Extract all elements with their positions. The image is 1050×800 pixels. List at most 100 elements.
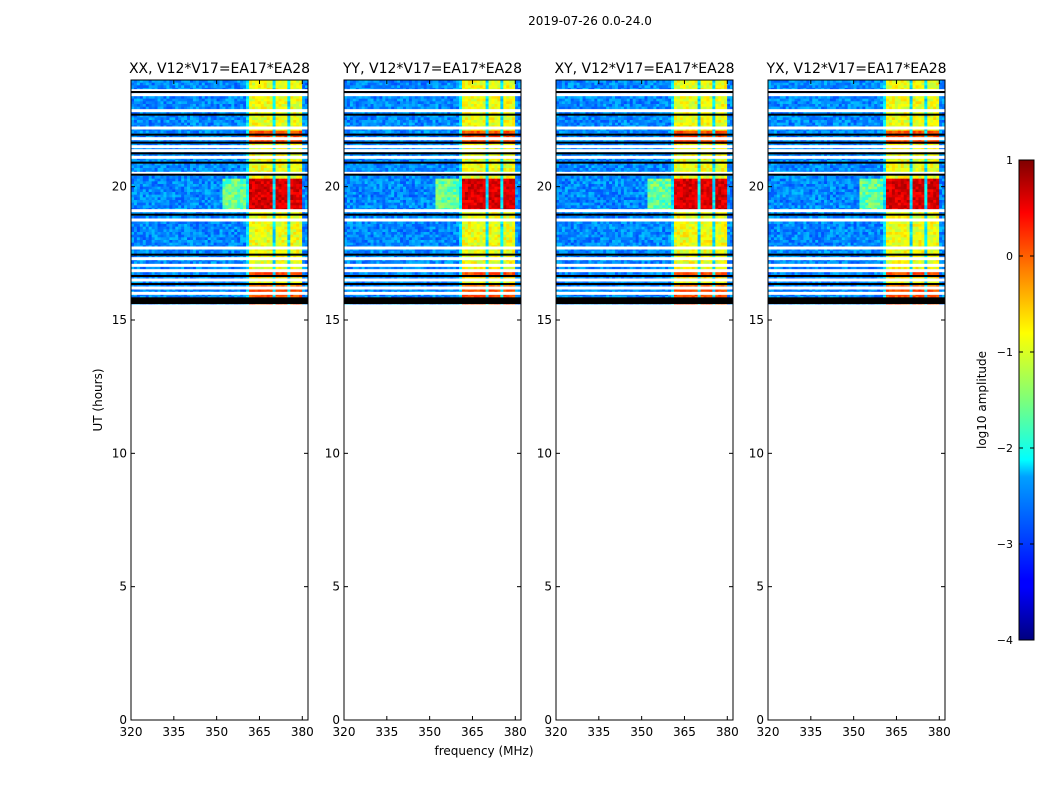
heatmap-cell [269, 138, 273, 142]
heatmap-cell [136, 176, 141, 180]
heatmap-cell [192, 122, 197, 126]
heatmap-cell [222, 250, 226, 254]
heatmap-cell [240, 261, 244, 265]
heatmap-cell [296, 165, 300, 169]
heatmap-cell [178, 205, 182, 209]
heatmap-cell [178, 104, 182, 108]
heatmap-cell [166, 242, 170, 246]
heatmap-cell [249, 112, 253, 116]
heatmap-cell [290, 82, 294, 86]
heatmap-cell [184, 101, 188, 105]
heatmap-cell [249, 157, 253, 161]
heatmap-cell [281, 186, 285, 190]
heatmap-cell [190, 261, 194, 265]
heatmap-cell [142, 205, 147, 209]
heatmap-cell [305, 85, 309, 89]
heatmap-cell [166, 112, 170, 116]
heatmap-cell [204, 261, 209, 265]
heatmap-cell [287, 210, 291, 214]
heatmap-cell [175, 197, 179, 201]
heatmap-cell [222, 162, 226, 166]
heatmap-cell [175, 229, 179, 233]
heatmap-cell [131, 114, 135, 118]
heatmap-cell [228, 165, 232, 169]
heatmap-cell [278, 240, 282, 244]
heatmap-cell [302, 112, 306, 116]
heatmap-cell [260, 202, 265, 206]
heatmap-cell [187, 181, 191, 185]
heatmap-cell [151, 224, 155, 228]
heatmap-cell [240, 280, 244, 284]
heatmap-cell [290, 114, 294, 118]
heatmap-cell [284, 288, 288, 292]
heatmap-cell [154, 106, 158, 110]
heatmap-cell [145, 80, 150, 84]
heatmap-cell [207, 168, 212, 172]
heatmap-cell [251, 197, 256, 201]
heatmap-cell [148, 226, 153, 230]
heatmap-cell [139, 96, 144, 100]
heatmap-cell [210, 237, 214, 241]
heatmap-cell [290, 232, 294, 236]
heatmap-cell [222, 186, 226, 190]
heatmap-cell [266, 157, 271, 161]
heatmap-cell [234, 288, 238, 292]
heatmap-cell [133, 240, 138, 244]
heatmap-cell [192, 232, 197, 236]
heatmap-cell [210, 226, 214, 230]
heatmap-cell [163, 162, 167, 166]
heatmap-cell [299, 112, 303, 116]
heatmap-cell [213, 189, 217, 193]
heatmap-cell [169, 168, 173, 172]
heatmap-cell [231, 160, 235, 164]
heatmap-cell [190, 266, 194, 270]
heatmap-cell [243, 258, 247, 262]
heatmap-cell [142, 168, 147, 172]
heatmap-cell [181, 181, 185, 185]
heatmap-cell [269, 157, 273, 161]
heatmap-cell [254, 194, 259, 198]
heatmap-cell [136, 202, 141, 206]
heatmap-cell [260, 82, 265, 86]
heatmap-cell [290, 186, 294, 190]
heatmap-cell [234, 266, 238, 270]
heatmap-cell [169, 229, 173, 233]
heatmap-cell [172, 272, 176, 276]
heatmap-cell [133, 162, 138, 166]
heatmap-cell [272, 178, 276, 182]
heatmap-cell [163, 128, 167, 132]
heatmap-cell [145, 266, 150, 270]
heatmap-cell [275, 266, 279, 270]
heatmap-cell [237, 117, 241, 121]
heatmap-cell [187, 237, 191, 241]
heatmap-cell [287, 85, 291, 89]
heatmap-cell [142, 240, 147, 244]
heatmap-cell [195, 210, 200, 214]
heatmap-cell [136, 210, 141, 214]
heatmap-cell [216, 122, 220, 126]
heatmap-cell [219, 101, 223, 105]
heatmap-cell [175, 130, 179, 134]
heatmap-cell [216, 240, 220, 244]
heatmap-cell [290, 176, 294, 180]
heatmap-cell [139, 224, 144, 228]
heatmap-cell [254, 248, 259, 252]
heatmap-cell [278, 80, 282, 84]
heatmap-cell [184, 229, 188, 233]
heatmap-cell [145, 229, 150, 233]
heatmap-cell [207, 138, 212, 142]
heatmap-cell [225, 194, 229, 198]
heatmap-cell [178, 250, 182, 254]
heatmap-cell [190, 237, 194, 241]
heatmap-cell [275, 258, 279, 262]
heatmap-cell [190, 194, 194, 198]
heatmap-cell [198, 250, 203, 254]
heatmap-cell [136, 189, 141, 193]
heatmap-cell [210, 178, 214, 182]
heatmap-cell [166, 189, 170, 193]
heatmap-cell [281, 146, 285, 150]
heatmap-cell [254, 202, 259, 206]
heatmap-cell [166, 237, 170, 241]
heatmap-cell [302, 224, 306, 228]
